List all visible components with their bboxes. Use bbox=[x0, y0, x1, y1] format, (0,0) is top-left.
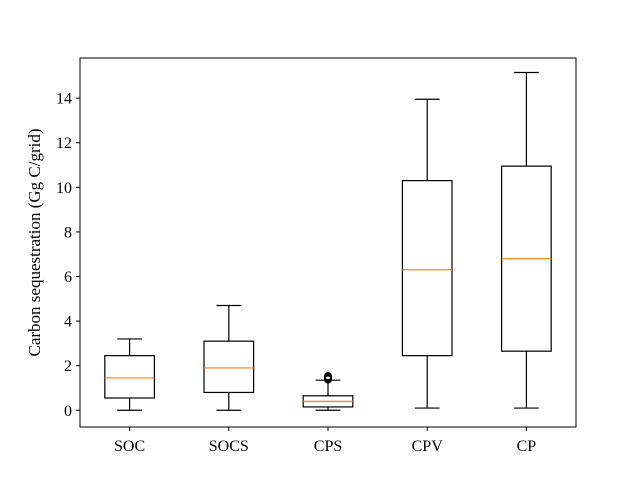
outlier-point bbox=[324, 372, 332, 381]
y-tick-label: 0 bbox=[64, 403, 72, 420]
box-cp bbox=[501, 71, 552, 409]
box-iqr bbox=[203, 340, 255, 394]
x-tick-label: SOC bbox=[114, 438, 145, 455]
y-tick-label: 2 bbox=[64, 358, 72, 375]
y-tick-label: 6 bbox=[64, 269, 72, 286]
box-soc bbox=[104, 338, 156, 411]
boxes-layer bbox=[104, 71, 552, 411]
x-tick-label: SOCS bbox=[209, 438, 249, 455]
x-tick-label: CPV bbox=[412, 438, 444, 455]
x-tick-label: CPS bbox=[314, 438, 342, 455]
y-axis: 0 2 4 6 8 10 12 14 bbox=[56, 91, 80, 420]
box-socs bbox=[203, 304, 255, 411]
y-axis-label: Carbon sequestration (Gg C/grid) bbox=[25, 128, 44, 356]
box-iqr bbox=[401, 180, 453, 357]
y-tick-label: 10 bbox=[56, 180, 72, 197]
y-tick-label: 14 bbox=[56, 91, 72, 108]
x-axis: SOC SOCS CPS CPV CP bbox=[114, 427, 536, 455]
box-cpv bbox=[401, 98, 453, 409]
y-tick-label: 8 bbox=[64, 224, 72, 241]
y-tick-label: 4 bbox=[64, 314, 72, 331]
x-tick-label: CP bbox=[517, 438, 537, 455]
box-cps bbox=[302, 372, 354, 411]
y-tick-label: 12 bbox=[56, 135, 72, 152]
box-iqr bbox=[104, 355, 156, 399]
